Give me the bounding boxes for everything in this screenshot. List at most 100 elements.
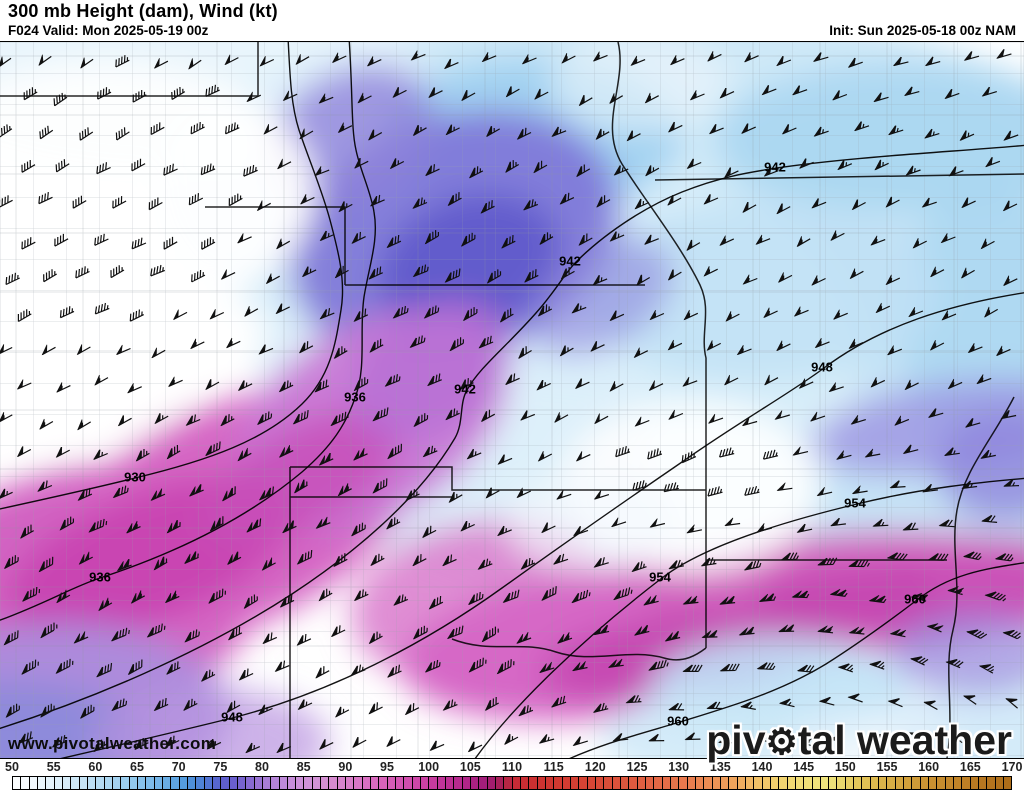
colorbar-cell [229, 777, 238, 789]
colorbar-cell [546, 777, 555, 789]
pivotal-weather-logo: piv⚙tal weather [706, 716, 1012, 765]
colorbar-cell [287, 777, 297, 789]
colorbar-cell [812, 777, 821, 789]
colorbar-cell [13, 777, 22, 789]
colorbar-cell [404, 777, 413, 789]
colorbar-cell [620, 777, 630, 789]
colorbar-cell [471, 777, 480, 789]
contour-label: 942 [764, 159, 786, 174]
colorbar-cell [654, 777, 663, 789]
colorbar-cell [379, 777, 388, 789]
colorbar-gradient [12, 776, 1012, 790]
contour-label: 930 [124, 469, 146, 484]
colorbar-cell [246, 777, 255, 789]
colorbar-cell [96, 777, 105, 789]
contour-label: 954 [649, 569, 671, 584]
contour-label: 936 [89, 569, 111, 584]
colorbar-cell [87, 777, 97, 789]
colorbar-tick: 155 [876, 760, 898, 774]
colorbar-cell [754, 777, 763, 789]
colorbar-tick: 115 [543, 760, 564, 774]
header: 300 mb Height (dam), Wind (kt) F024 Vali… [0, 0, 1024, 42]
colorbar-cell [737, 777, 746, 789]
contour-label: 948 [221, 709, 243, 724]
colorbar-cell [729, 777, 738, 789]
colorbar-cell [879, 777, 888, 789]
colorbar-cell [912, 777, 921, 789]
colorbar-cell [371, 777, 380, 789]
colorbar-tick: 50 [5, 760, 19, 774]
colorbar-cell [337, 777, 347, 789]
colorbar-tick: 95 [380, 760, 394, 774]
colorbar-cell [787, 777, 796, 789]
colorbar-cell [396, 777, 405, 789]
colorbar-cell [995, 777, 1005, 789]
wind-barbs [0, 49, 1021, 754]
colorbar-cell [21, 777, 30, 789]
colorbar-tick: 60 [88, 760, 103, 774]
contour-label: 960 [667, 713, 689, 728]
colorbar-cell [296, 777, 305, 789]
colorbar-cell [262, 777, 272, 789]
colorbar-cell [279, 777, 288, 789]
colorbar-cell [637, 777, 646, 789]
colorbar-cell [454, 777, 463, 789]
colorbar-tick: 75 [213, 760, 228, 774]
colorbar-tick: 145 [793, 760, 815, 774]
colorbar-tick: 90 [338, 760, 353, 774]
colorbar-tick: 65 [130, 760, 144, 774]
colorbar-tick: 160 [918, 760, 940, 774]
colorbar-cell [79, 777, 88, 789]
colorbar-cell [321, 777, 330, 789]
colorbar-tick: 70 [171, 760, 186, 774]
colorbar-cell [221, 777, 230, 789]
colorbar-cell [529, 777, 538, 789]
colorbar-cell [146, 777, 155, 789]
colorbar-cell [979, 777, 988, 789]
map-canvas: 930 936 936 942 942 942 948 948 954 954 960 960 [0, 42, 1024, 758]
colorbar-tick: 140 [751, 760, 773, 774]
colorbar-cell [37, 777, 47, 789]
colorbar-cell [446, 777, 455, 789]
colorbar-cell [720, 777, 730, 789]
colorbar-cell [670, 777, 680, 789]
colorbar-cell [662, 777, 671, 789]
colorbar-cell [162, 777, 172, 789]
colorbar-cell [412, 777, 422, 789]
colorbar-cell [429, 777, 438, 789]
colorbar-cell [187, 777, 197, 789]
colorbar-cell [829, 777, 838, 789]
colorbar-cell [179, 777, 188, 789]
colorbar-cell [354, 777, 363, 789]
colorbar-cell [679, 777, 688, 789]
colorbar-cell [29, 777, 38, 789]
colorbar-cell [562, 777, 571, 789]
colorbar-cell [137, 777, 147, 789]
colorbar-cell [804, 777, 813, 789]
colorbar-cell [479, 777, 488, 789]
colorbar-cell [645, 777, 655, 789]
colorbar-cell [904, 777, 913, 789]
colorbar-cell [387, 777, 397, 789]
colorbar-cell [112, 777, 122, 789]
colorbar-cell [237, 777, 247, 789]
colorbar-tick: 170 [1001, 760, 1023, 774]
colorbar-tick: 110 [501, 760, 523, 774]
colorbar-cell [929, 777, 938, 789]
colorbar-cell [437, 777, 447, 789]
colorbar-cell [962, 777, 971, 789]
colorbar-cell [171, 777, 180, 789]
colorbar-tick: 125 [626, 760, 648, 774]
colorbar-cell [71, 777, 80, 789]
colorbar-cell [862, 777, 871, 789]
valid-time-label: F024 Valid: Mon 2025-05-19 00z [8, 23, 209, 38]
colorbar-cell [487, 777, 497, 789]
contour-label: 942 [454, 381, 476, 396]
map-area: 930 936 936 942 942 942 948 948 954 954 960 960 www… [0, 42, 1024, 763]
colorbar-cell [62, 777, 72, 789]
colorbar-cell [204, 777, 213, 789]
colorbar: 50 55 60 65 70 75 80 85 90 95 100 105 110 115 120 125 13… [0, 759, 1024, 791]
colorbar-cell [554, 777, 563, 789]
colorbar-cell [954, 777, 963, 789]
colorbar-cell [579, 777, 588, 789]
